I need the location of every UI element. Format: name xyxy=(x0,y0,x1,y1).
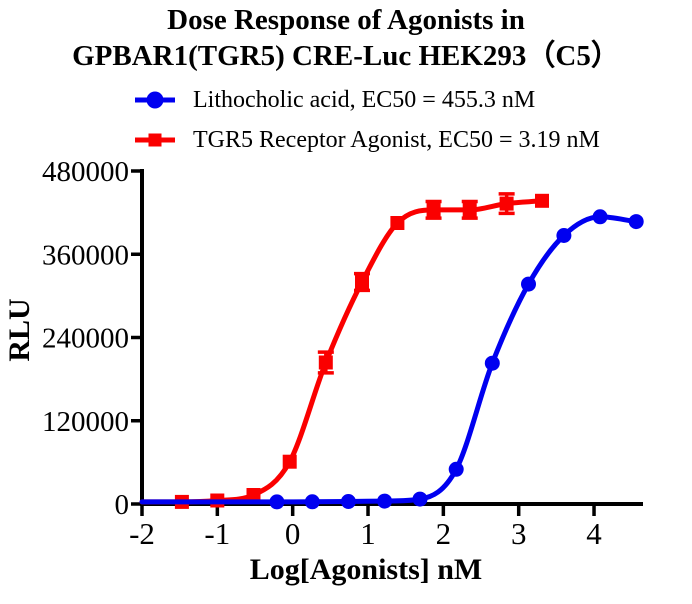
legend-item-tgr5-agonist: TGR5 Receptor Agonist, EC50 = 3.19 nM xyxy=(135,124,600,156)
chart-title: Dose Response of Agonists in GPBAR1(TGR5… xyxy=(0,2,692,74)
y-tick-label: 480000 xyxy=(42,156,129,188)
y-tick-label: 120000 xyxy=(42,406,129,438)
x-tick-label: 1 xyxy=(360,516,376,551)
y-tick-label: 360000 xyxy=(42,239,129,271)
series-tgr5-agonist xyxy=(139,192,549,509)
data-point xyxy=(448,461,464,477)
legend: Lithocholic acid, EC50 = 455.3 nM TGR5 R… xyxy=(135,84,600,164)
data-point xyxy=(535,193,549,208)
legend-square-marker-icon xyxy=(135,133,175,147)
data-point xyxy=(269,494,285,510)
data-point xyxy=(521,276,536,292)
data-point xyxy=(426,202,441,217)
data-point xyxy=(592,209,608,225)
fit-curve xyxy=(139,214,639,505)
x-axis-title: Log[Agonists] nM xyxy=(249,553,483,586)
data-point xyxy=(484,355,500,371)
chart-title-line2: GPBAR1(TGR5) CRE-Luc HEK293（C5） xyxy=(72,40,620,72)
y-axis-title: RLU xyxy=(3,298,36,362)
data-point xyxy=(462,202,477,217)
y-tick-label: 0 xyxy=(115,489,130,521)
x-tick-label: 0 xyxy=(285,516,301,551)
x-tick-label: -1 xyxy=(204,516,230,551)
x-tick-label: -2 xyxy=(129,516,155,551)
data-point xyxy=(246,488,261,502)
data-point xyxy=(628,214,644,230)
fit-curve xyxy=(139,198,545,505)
y-tick-label: 240000 xyxy=(42,323,129,355)
x-tick-label: 4 xyxy=(586,516,602,551)
chart-title-line1: Dose Response of Agonists in xyxy=(167,4,525,36)
data-point xyxy=(282,454,297,469)
data-point xyxy=(390,216,405,230)
data-point xyxy=(499,196,514,211)
data-point xyxy=(556,228,572,243)
legend-item-lithocholic-acid: Lithocholic acid, EC50 = 455.3 nM xyxy=(135,84,600,116)
legend-circle-marker-icon xyxy=(135,91,175,109)
axes: -2 -1 0 1 2 3 4 0 120000 240000 360000 480000 xyxy=(42,156,643,551)
series-lithocholic-acid xyxy=(139,209,644,510)
x-tick-label: 3 xyxy=(511,516,527,551)
x-tick-label: 2 xyxy=(436,516,452,551)
data-point xyxy=(318,355,333,370)
data-point xyxy=(377,493,393,509)
data-point xyxy=(340,494,356,509)
data-point xyxy=(304,494,320,510)
legend-label-tgr5-agonist: TGR5 Receptor Agonist, EC50 = 3.19 nM xyxy=(193,126,600,153)
legend-label-lithocholic-acid: Lithocholic acid, EC50 = 455.3 nM xyxy=(193,86,536,113)
data-point xyxy=(355,275,369,289)
data-point xyxy=(412,491,428,507)
